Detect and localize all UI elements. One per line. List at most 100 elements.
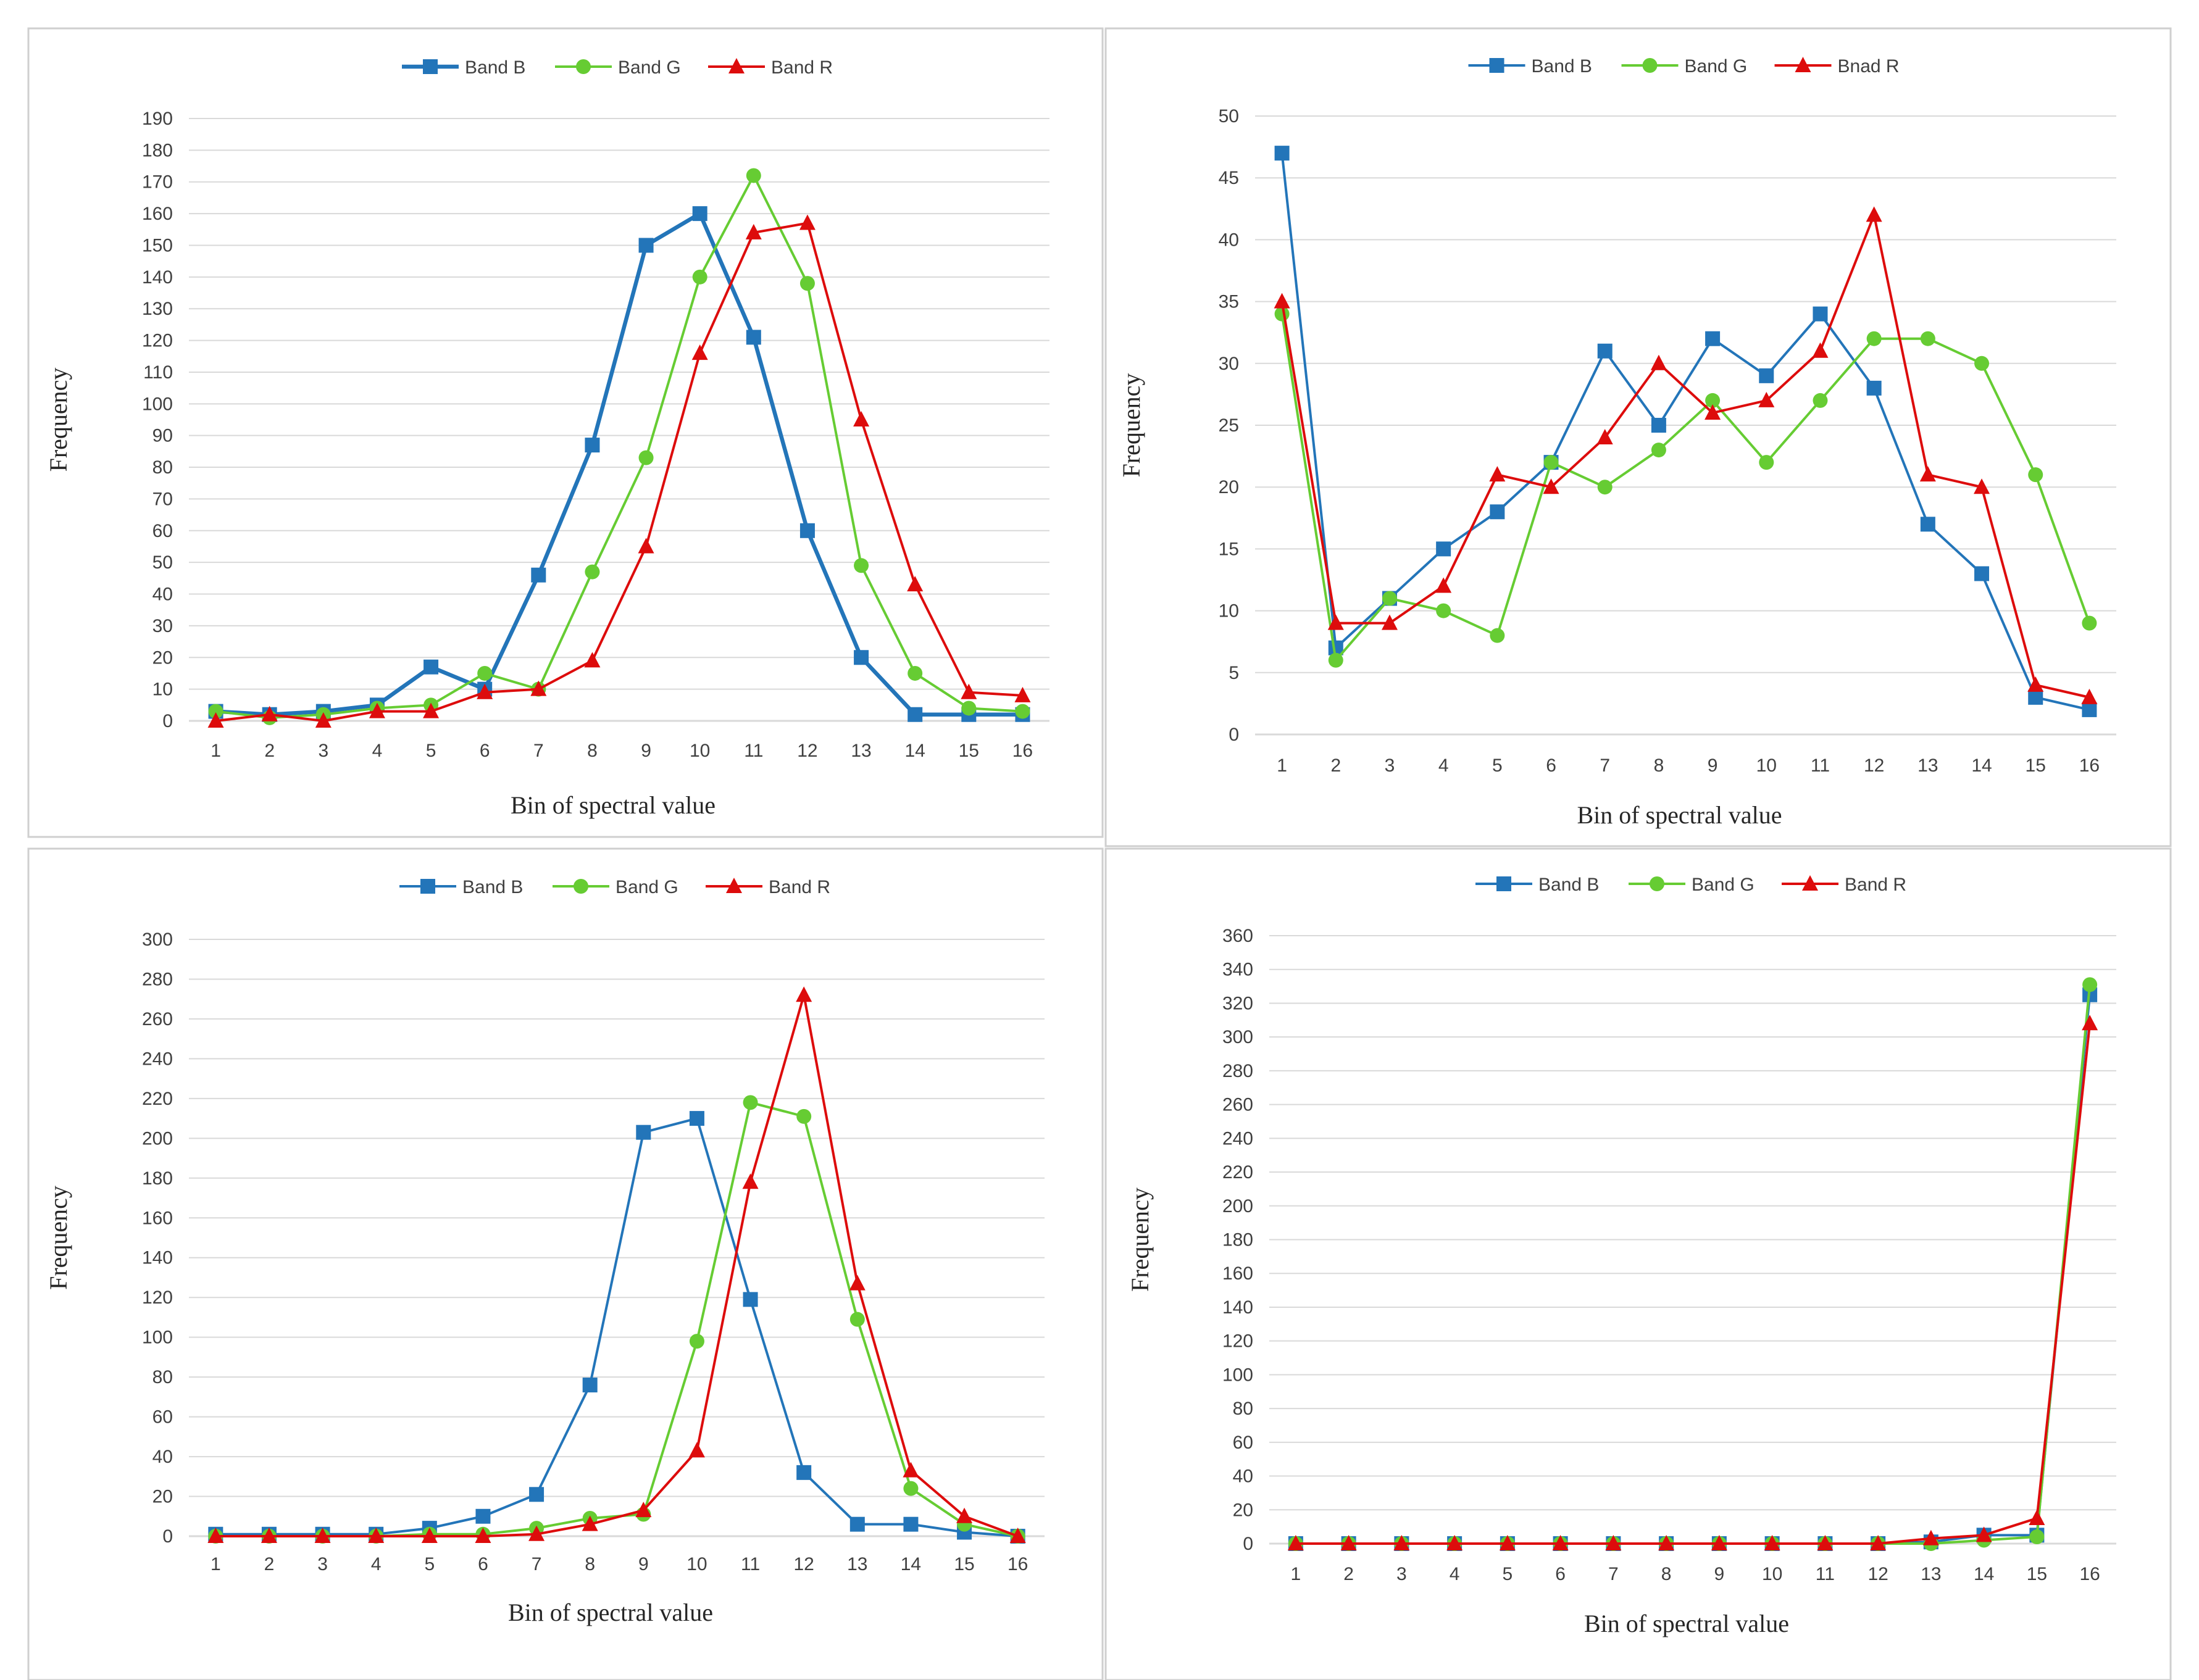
y-tick-label: 180	[142, 1168, 173, 1189]
data-point	[424, 659, 439, 675]
y-tick-label: 160	[142, 1208, 173, 1228]
data-point	[1920, 331, 1935, 346]
data-point	[208, 704, 223, 719]
data-point	[585, 438, 600, 453]
data-point	[1759, 455, 1774, 470]
series-line	[215, 994, 1019, 1537]
y-tick-label: 10	[152, 680, 173, 700]
legend-marker	[1802, 875, 1818, 891]
data-point	[528, 1525, 545, 1541]
data-point	[2081, 688, 2098, 704]
data-point	[1974, 356, 1990, 371]
data-point	[477, 683, 493, 699]
legend-label: Bnad R	[1838, 56, 1900, 77]
y-tick-label: 220	[142, 1089, 173, 1109]
y-tick-label: 10	[1219, 601, 1239, 622]
data-point	[692, 206, 707, 222]
series-line	[215, 1117, 1018, 1537]
data-point	[1597, 343, 1613, 359]
legend-marker	[726, 878, 742, 893]
legend-marker	[1642, 58, 1658, 73]
data-point	[2082, 977, 2098, 992]
data-point	[1866, 380, 1882, 396]
x-tick-label: 4	[371, 1554, 382, 1574]
x-tick-label: 5	[1492, 755, 1503, 776]
data-point	[1866, 331, 1882, 346]
legend-label: Band R	[769, 877, 830, 897]
data-point	[1651, 443, 1666, 458]
data-point	[1817, 1535, 1834, 1550]
x-tick-label: 13	[1917, 755, 1938, 776]
y-tick-label: 0	[162, 1526, 173, 1547]
data-point	[477, 665, 493, 681]
data-point	[1014, 686, 1031, 702]
series-band-r	[207, 214, 1031, 728]
data-point	[742, 1173, 759, 1189]
data-point	[903, 1481, 919, 1496]
data-point	[1813, 393, 1828, 408]
x-tick-label: 12	[794, 1554, 814, 1574]
chart-frame	[1104, 27, 2172, 847]
data-point	[635, 1502, 652, 1518]
data-point	[796, 986, 812, 1002]
data-point	[1974, 478, 1990, 494]
y-tick-label: 240	[1222, 1128, 1253, 1149]
legend-marker	[1795, 57, 1811, 72]
y-tick-label: 180	[1222, 1230, 1253, 1250]
chart-panel-1: 0102030405060708090100110120130140150160…	[27, 27, 1104, 838]
series-line	[215, 222, 1023, 722]
y-tick-label: 80	[152, 1367, 173, 1387]
x-tick-label: 9	[1714, 1564, 1725, 1584]
y-tick-label: 280	[142, 969, 173, 989]
x-axis-label: Bin of spectral value	[1577, 801, 1782, 829]
data-point	[207, 712, 224, 728]
y-tick-label: 90	[152, 426, 173, 446]
data-point	[261, 705, 278, 721]
y-axis-label: Frequency	[1117, 373, 1145, 478]
y-tick-label: 60	[152, 521, 173, 541]
data-point	[531, 567, 546, 583]
y-tick-label: 25	[1219, 415, 1239, 436]
data-point	[1812, 342, 1829, 358]
y-tick-label: 110	[143, 362, 173, 383]
y-tick-label: 240	[142, 1049, 173, 1069]
data-point	[2082, 702, 2097, 717]
y-tick-label: 150	[142, 235, 173, 256]
series-line	[1295, 1023, 2092, 1545]
x-tick-label: 11	[1811, 755, 1830, 776]
data-point	[854, 650, 869, 665]
y-axis-label: Frequency	[1126, 1187, 1154, 1292]
y-tick-label: 0	[1229, 725, 1239, 745]
data-point	[799, 523, 815, 538]
data-point	[1976, 1526, 1992, 1542]
data-point	[423, 702, 440, 718]
data-point	[903, 1516, 919, 1532]
data-point	[2028, 467, 2043, 483]
data-point	[746, 168, 761, 183]
data-point	[1340, 1535, 1357, 1550]
y-tick-label: 170	[142, 172, 173, 193]
data-point	[1328, 652, 1343, 668]
data-point	[1651, 418, 1666, 433]
data-point	[956, 1507, 973, 1523]
legend-label: Band B	[1538, 875, 1599, 895]
x-axis-label: Bin of spectral value	[1584, 1610, 1789, 1637]
y-tick-label: 100	[142, 394, 173, 414]
data-point	[1764, 1535, 1780, 1550]
data-point	[638, 538, 654, 554]
data-point	[743, 1292, 758, 1307]
x-tick-label: 13	[847, 1554, 867, 1574]
data-point	[1919, 466, 1936, 482]
x-tick-label: 15	[959, 741, 979, 761]
data-point	[1658, 1535, 1675, 1550]
data-point	[369, 702, 385, 718]
y-tick-label: 190	[142, 109, 173, 129]
legend: Band B Band G Bnad R	[1468, 56, 1900, 77]
data-point	[1489, 466, 1506, 482]
x-tick-label: 5	[1503, 1564, 1513, 1584]
x-tick-label: 9	[1708, 755, 1718, 776]
y-tick-label: 260	[142, 1009, 173, 1029]
x-tick-label: 11	[744, 741, 763, 761]
data-point	[261, 1528, 277, 1543]
